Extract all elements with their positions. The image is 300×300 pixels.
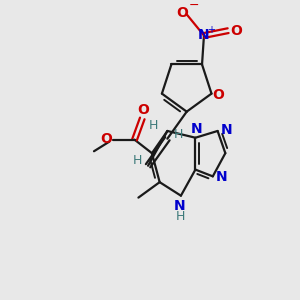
Text: N: N [190, 122, 202, 136]
Text: H: H [173, 128, 183, 141]
Text: O: O [100, 132, 112, 146]
Text: O: O [137, 103, 149, 117]
Text: H: H [133, 154, 142, 167]
Text: O: O [212, 88, 224, 102]
Text: O: O [230, 24, 242, 38]
Text: N: N [198, 28, 210, 43]
Text: O: O [176, 6, 188, 20]
Text: N: N [174, 199, 186, 213]
Text: N: N [220, 123, 232, 137]
Text: +: + [207, 25, 215, 35]
Text: H: H [149, 119, 159, 132]
Text: −: − [189, 0, 200, 12]
Text: H: H [175, 210, 184, 224]
Text: N: N [216, 170, 227, 184]
